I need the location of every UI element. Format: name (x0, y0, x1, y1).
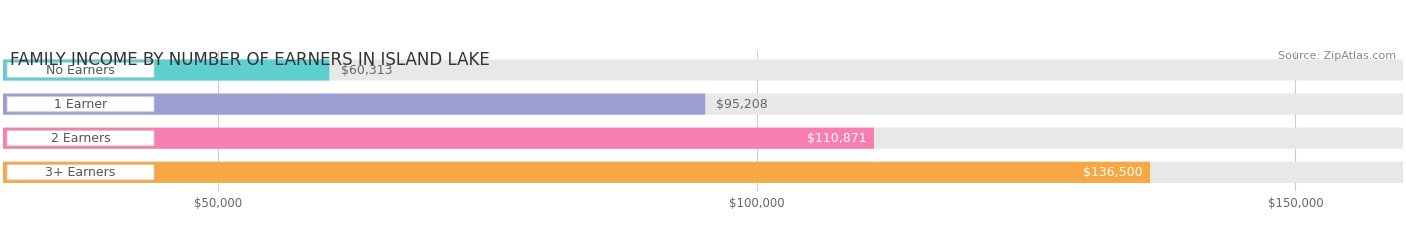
FancyBboxPatch shape (3, 59, 1403, 81)
FancyBboxPatch shape (3, 162, 1403, 183)
FancyBboxPatch shape (7, 165, 155, 180)
Text: No Earners: No Earners (46, 64, 115, 76)
Text: $110,871: $110,871 (807, 132, 868, 145)
FancyBboxPatch shape (7, 131, 155, 146)
FancyBboxPatch shape (7, 62, 155, 78)
FancyBboxPatch shape (7, 96, 155, 112)
FancyBboxPatch shape (3, 93, 706, 115)
FancyBboxPatch shape (3, 128, 875, 149)
FancyBboxPatch shape (3, 162, 1150, 183)
Text: FAMILY INCOME BY NUMBER OF EARNERS IN ISLAND LAKE: FAMILY INCOME BY NUMBER OF EARNERS IN IS… (10, 51, 489, 69)
FancyBboxPatch shape (3, 59, 329, 81)
Text: $60,313: $60,313 (340, 64, 392, 76)
Text: 2 Earners: 2 Earners (51, 132, 110, 145)
Text: $136,500: $136,500 (1084, 166, 1143, 179)
Text: Source: ZipAtlas.com: Source: ZipAtlas.com (1278, 51, 1396, 61)
FancyBboxPatch shape (3, 128, 1403, 149)
FancyBboxPatch shape (3, 93, 1403, 115)
Text: $95,208: $95,208 (717, 98, 768, 111)
Text: 1 Earner: 1 Earner (53, 98, 107, 111)
Text: 3+ Earners: 3+ Earners (45, 166, 115, 179)
